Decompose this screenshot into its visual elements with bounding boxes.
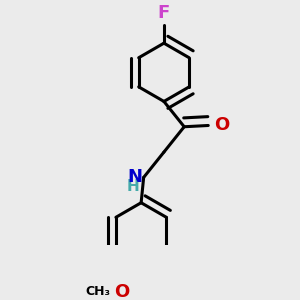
Text: O: O — [214, 116, 230, 134]
Text: H: H — [126, 179, 139, 194]
Text: F: F — [158, 4, 170, 22]
Text: N: N — [128, 168, 142, 186]
Text: O: O — [115, 283, 130, 300]
Text: CH₃: CH₃ — [86, 285, 111, 298]
